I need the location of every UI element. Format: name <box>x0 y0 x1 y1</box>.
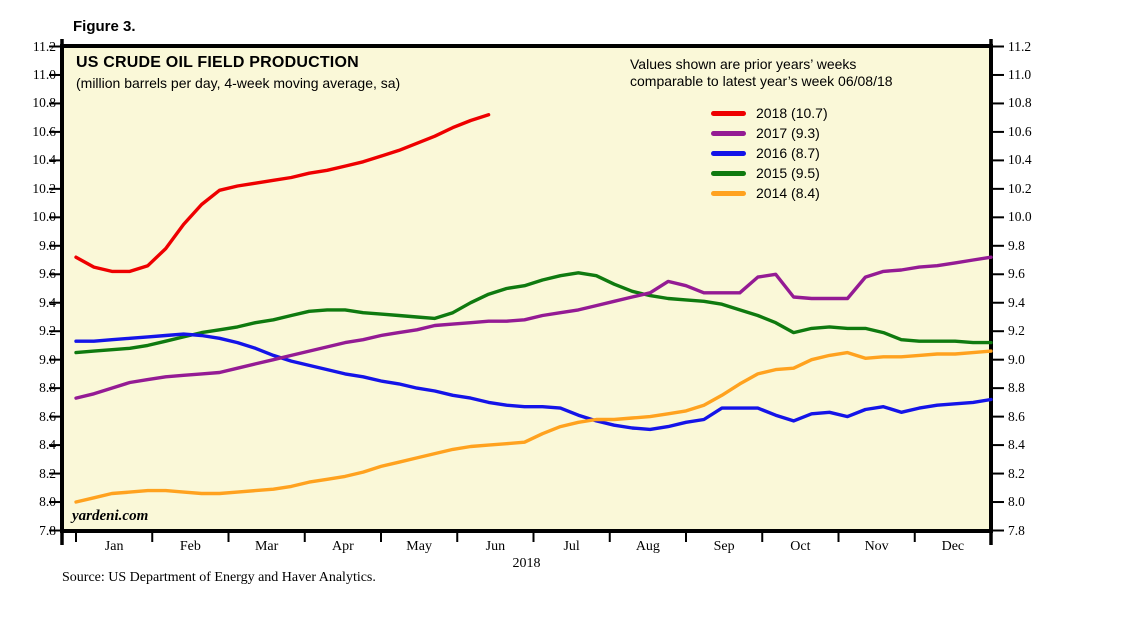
y-tick-label: 8.8 <box>39 380 56 396</box>
x-month-label: Aug <box>635 539 660 554</box>
y-tick-label: 10.2 <box>32 180 56 196</box>
x-month-label: Apr <box>331 539 354 554</box>
y-tick-label: 9.2 <box>39 323 56 339</box>
y-tick-label: 8.2 <box>39 465 56 481</box>
legend-label-2018: 2018 (10.7) <box>756 105 828 121</box>
y-tick-label: 11.0 <box>32 66 56 82</box>
legend-annotation: Values shown are prior years’ weeks comp… <box>630 56 893 90</box>
series-line-2015 <box>74 271 993 355</box>
y-tick-label: 10.0 <box>32 209 56 225</box>
x-axis-year-label: 2018 <box>512 556 541 571</box>
y-tick-label: 10.4 <box>32 152 56 168</box>
y-tick-label: 9.6 <box>1008 266 1025 282</box>
legend-item-2015: 2015 (9.5) <box>711 163 828 183</box>
y-tick-label: 11.0 <box>1008 66 1032 82</box>
x-month-label: Jan <box>104 539 124 554</box>
chart-legend: 2018 (10.7) 2017 (9.3) 2016 (8.7) 2015 (9.5… <box>711 103 828 203</box>
legend-item-2018: 2018 (10.7) <box>711 103 828 123</box>
legend-item-2014: 2014 (8.4) <box>711 183 828 203</box>
series-line-2014 <box>74 349 993 504</box>
y-tick-label: 9.4 <box>1008 294 1025 310</box>
x-month-label: Jun <box>485 539 506 554</box>
legend-label-2015: 2015 (9.5) <box>756 165 820 181</box>
y-tick-label: 9.4 <box>39 294 56 310</box>
y-tick-label: 8.2 <box>1008 465 1025 481</box>
series-line-2016 <box>74 332 993 432</box>
y-tick-label: 10.8 <box>1008 95 1032 111</box>
y-tick-label: 8.6 <box>39 408 56 424</box>
y-tick-label: 10.6 <box>32 123 56 139</box>
y-tick-label: 8.0 <box>1008 494 1025 510</box>
x-month-label: May <box>406 539 432 554</box>
chart-title: US CRUDE OIL FIELD PRODUCTION <box>76 54 359 71</box>
y-tick-label: 8.8 <box>1008 380 1025 396</box>
y-tick-label: 10.2 <box>1008 180 1032 196</box>
y-tick-label: 7.8 <box>39 522 56 538</box>
y-tick-label: 10.4 <box>1008 152 1032 168</box>
watermark-yardeni: yardeni.com <box>72 508 149 524</box>
legend-swatch-2014 <box>711 190 746 196</box>
y-tick-label: 10.8 <box>32 95 56 111</box>
series-line-2018 <box>74 113 491 274</box>
legend-swatch-2015 <box>711 170 746 176</box>
legend-swatch-2018 <box>711 110 746 116</box>
y-tick-label: 10.0 <box>1008 209 1032 225</box>
series-line-2017 <box>74 255 993 400</box>
legend-item-2017: 2017 (9.3) <box>711 123 828 143</box>
x-month-label: Dec <box>941 539 965 554</box>
annotation-line-2: comparable to latest year’s week 06/08/1… <box>630 73 893 89</box>
x-month-label: Jul <box>563 539 580 554</box>
legend-swatch-2017 <box>711 130 746 136</box>
annotation-line-1: Values shown are prior years’ weeks <box>630 56 857 72</box>
y-tick-label: 8.4 <box>39 437 56 453</box>
y-tick-label: 9.0 <box>1008 351 1025 367</box>
y-tick-label: 8.0 <box>39 494 56 510</box>
legend-item-2016: 2016 (8.7) <box>711 143 828 163</box>
y-tick-label: 11.2 <box>32 38 56 54</box>
figure-label: Figure 3. <box>73 18 136 35</box>
y-tick-label: 11.2 <box>1008 38 1032 54</box>
legend-label-2014: 2014 (8.4) <box>756 185 820 201</box>
x-month-label: Sep <box>713 539 735 554</box>
y-tick-label: 9.8 <box>39 237 56 253</box>
x-month-label: Oct <box>790 539 811 554</box>
y-tick-label: 7.8 <box>1008 522 1025 538</box>
x-month-label: Nov <box>864 539 889 554</box>
y-tick-label: 9.6 <box>39 266 56 282</box>
y-tick-label: 9.2 <box>1008 323 1025 339</box>
legend-label-2016: 2016 (8.7) <box>756 145 820 161</box>
y-tick-label: 9.8 <box>1008 237 1025 253</box>
legend-label-2017: 2017 (9.3) <box>756 125 820 141</box>
x-month-label: Mar <box>254 539 279 554</box>
plot-area <box>60 44 993 533</box>
x-month-label: Feb <box>179 539 201 554</box>
source-note: Source: US Department of Energy and Have… <box>62 570 376 585</box>
y-tick-label: 10.6 <box>1008 123 1032 139</box>
y-tick-label: 8.4 <box>1008 437 1025 453</box>
legend-swatch-2016 <box>711 150 746 156</box>
y-tick-label: 8.6 <box>1008 408 1025 424</box>
y-tick-label: 9.0 <box>39 351 56 367</box>
chart-subtitle: (million barrels per day, 4-week moving … <box>76 75 401 91</box>
